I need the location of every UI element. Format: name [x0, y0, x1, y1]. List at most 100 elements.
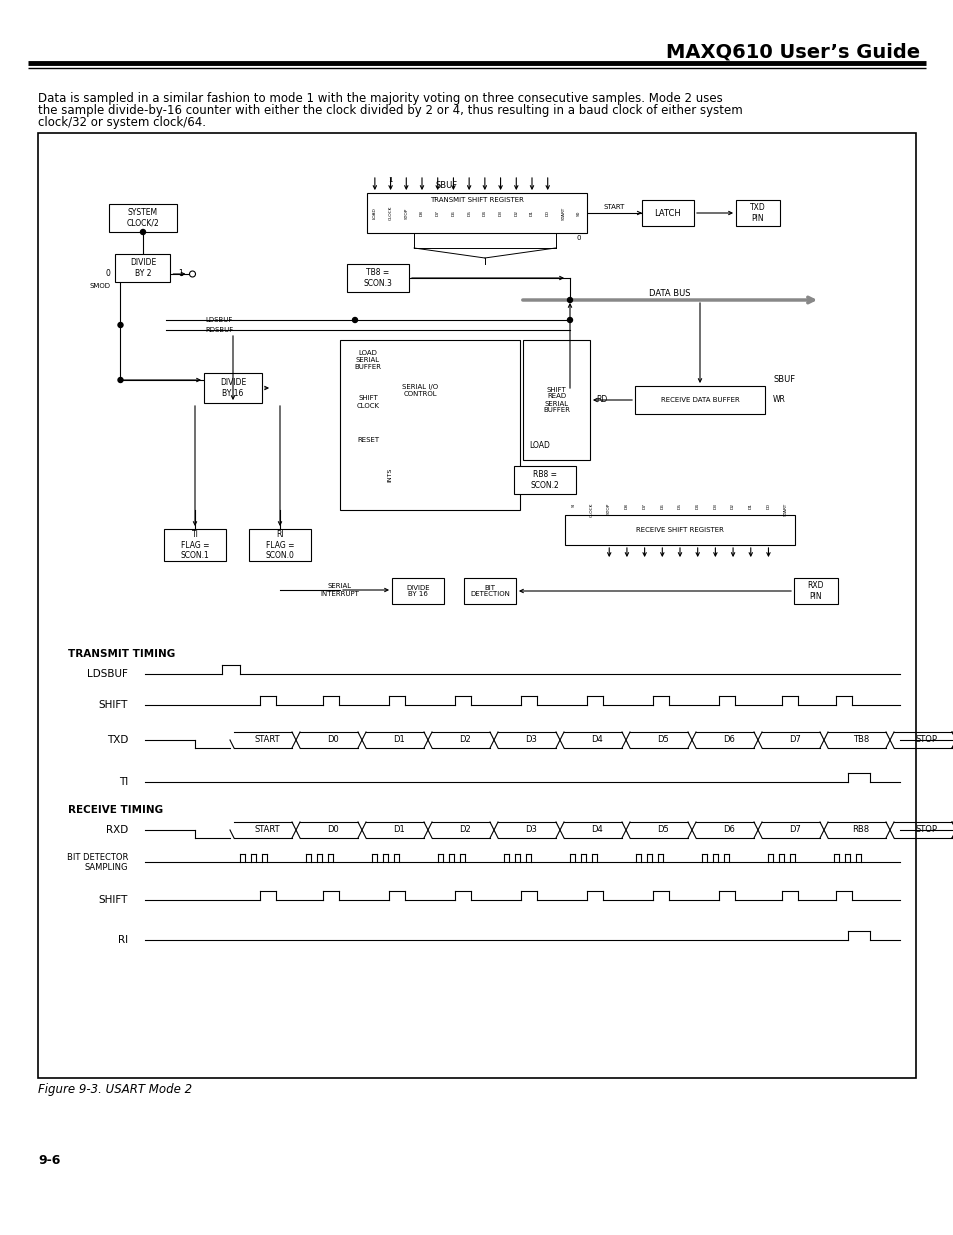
Circle shape — [567, 298, 572, 303]
Text: DIVIDE
BY 16: DIVIDE BY 16 — [219, 378, 246, 398]
Text: STOP: STOP — [607, 503, 611, 514]
Text: SHIFT: SHIFT — [98, 700, 128, 710]
Text: INTS: INTS — [387, 468, 392, 482]
Bar — [249, 529, 311, 561]
Text: D5: D5 — [657, 736, 668, 745]
Text: Data is sampled in a similar fashion to mode 1 with the majority voting on three: Data is sampled in a similar fashion to … — [38, 91, 722, 105]
Text: START: START — [253, 736, 279, 745]
Text: STOP: STOP — [915, 736, 937, 745]
Text: D1: D1 — [393, 825, 404, 835]
Text: SYSTEM
CLOCK/2: SYSTEM CLOCK/2 — [127, 209, 159, 227]
Text: START: START — [253, 825, 279, 835]
Text: D6: D6 — [451, 210, 455, 216]
Bar — [793, 578, 837, 604]
Text: D4: D4 — [591, 825, 602, 835]
Text: clock/32 or system clock/64.: clock/32 or system clock/64. — [38, 116, 206, 128]
Text: Figure 9-3. USART Mode 2: Figure 9-3. USART Mode 2 — [38, 1083, 192, 1097]
Text: RXD
PIN: RXD PIN — [807, 582, 823, 600]
Text: TXD
PIN: TXD PIN — [749, 204, 765, 222]
Circle shape — [118, 322, 123, 327]
Bar — [367, 193, 586, 233]
Text: D2: D2 — [730, 503, 735, 509]
Bar — [115, 254, 171, 282]
Text: 1: 1 — [178, 269, 183, 279]
Text: LATCH: LATCH — [654, 209, 680, 217]
Text: LOAD: LOAD — [373, 207, 376, 219]
Bar — [514, 466, 576, 494]
Text: D1: D1 — [393, 736, 404, 745]
Text: D3: D3 — [524, 736, 537, 745]
Text: SBUF: SBUF — [773, 375, 795, 384]
Text: BIT DETECTOR: BIT DETECTOR — [67, 853, 128, 862]
Text: START: START — [783, 503, 787, 516]
Text: SHIFT
READ
SERIAL
BUFFER: SHIFT READ SERIAL BUFFER — [542, 387, 569, 414]
Text: TRANSMIT SHIFT REGISTER: TRANSMIT SHIFT REGISTER — [430, 198, 523, 203]
Text: S0: S0 — [577, 210, 580, 216]
Text: D0: D0 — [327, 736, 338, 745]
Text: 9-6: 9-6 — [38, 1153, 60, 1167]
Text: DIVIDE
BY 16: DIVIDE BY 16 — [406, 584, 430, 598]
Bar — [522, 340, 589, 459]
Text: the sample divide-by-16 counter with either the clock divided by 2 or 4, thus re: the sample divide-by-16 counter with eit… — [38, 104, 742, 117]
Circle shape — [118, 378, 123, 383]
Text: RXD: RXD — [106, 825, 128, 835]
Text: D3: D3 — [498, 210, 502, 216]
Text: WR: WR — [772, 395, 785, 405]
Text: D2: D2 — [458, 825, 471, 835]
Text: D1: D1 — [748, 503, 752, 509]
Text: DATA BUS: DATA BUS — [649, 289, 690, 299]
Text: RESET: RESET — [356, 437, 378, 443]
Text: 1: 1 — [388, 177, 393, 183]
Text: D8: D8 — [624, 503, 628, 509]
Text: D0: D0 — [545, 210, 549, 216]
Bar — [635, 387, 764, 414]
Text: START: START — [603, 204, 624, 210]
Text: SBUF: SBUF — [436, 180, 457, 189]
Text: D7: D7 — [436, 210, 439, 216]
Text: RECEIVE TIMING: RECEIVE TIMING — [68, 805, 163, 815]
Text: RECEIVE SHIFT REGISTER: RECEIVE SHIFT REGISTER — [636, 527, 723, 534]
Text: TB8: TB8 — [852, 736, 868, 745]
Text: DIVIDE
BY 2: DIVIDE BY 2 — [130, 258, 156, 278]
Text: SERIAL
INTERRUPT: SERIAL INTERRUPT — [320, 583, 359, 597]
Text: SHIFT: SHIFT — [98, 895, 128, 905]
Text: STOP: STOP — [915, 825, 937, 835]
Text: 0: 0 — [106, 269, 111, 279]
Text: SMOD: SMOD — [90, 283, 111, 289]
Text: CLOCK: CLOCK — [388, 206, 393, 220]
Text: D1: D1 — [530, 210, 534, 216]
Text: TXD: TXD — [107, 735, 128, 745]
Circle shape — [190, 270, 195, 277]
Bar — [463, 578, 516, 604]
Bar — [347, 264, 409, 291]
Text: CLOCK: CLOCK — [589, 503, 593, 517]
Text: START: START — [560, 206, 565, 220]
Text: D3: D3 — [713, 503, 717, 509]
Text: D6: D6 — [659, 503, 663, 509]
Text: RI: RI — [118, 935, 128, 945]
Text: SHIFT
CLOCK: SHIFT CLOCK — [356, 395, 379, 409]
Text: D5: D5 — [678, 503, 681, 509]
Text: D4: D4 — [482, 210, 486, 216]
Text: RB8 =
SCON.2: RB8 = SCON.2 — [530, 471, 558, 490]
Text: D0: D0 — [327, 825, 338, 835]
Text: D5: D5 — [467, 210, 471, 216]
Text: STOP: STOP — [404, 207, 408, 219]
Bar — [564, 515, 794, 545]
Text: RI
FLAG =
SCON.0: RI FLAG = SCON.0 — [265, 530, 294, 559]
Text: D7: D7 — [642, 503, 646, 509]
Text: D8: D8 — [419, 210, 423, 216]
Text: 0: 0 — [577, 235, 580, 241]
Text: RB8: RB8 — [852, 825, 868, 835]
Bar — [204, 373, 262, 403]
Text: TB8 =
SCON.3: TB8 = SCON.3 — [363, 268, 392, 288]
Bar — [38, 133, 915, 1078]
Text: LDSBUF: LDSBUF — [87, 669, 128, 679]
Text: D0: D0 — [765, 503, 770, 509]
Text: LDSBUF: LDSBUF — [205, 317, 233, 324]
Circle shape — [567, 317, 572, 322]
Bar — [164, 529, 226, 561]
Text: LOAD
SERIAL
BUFFER: LOAD SERIAL BUFFER — [355, 350, 381, 370]
Text: D6: D6 — [722, 825, 734, 835]
Text: D5: D5 — [657, 825, 668, 835]
